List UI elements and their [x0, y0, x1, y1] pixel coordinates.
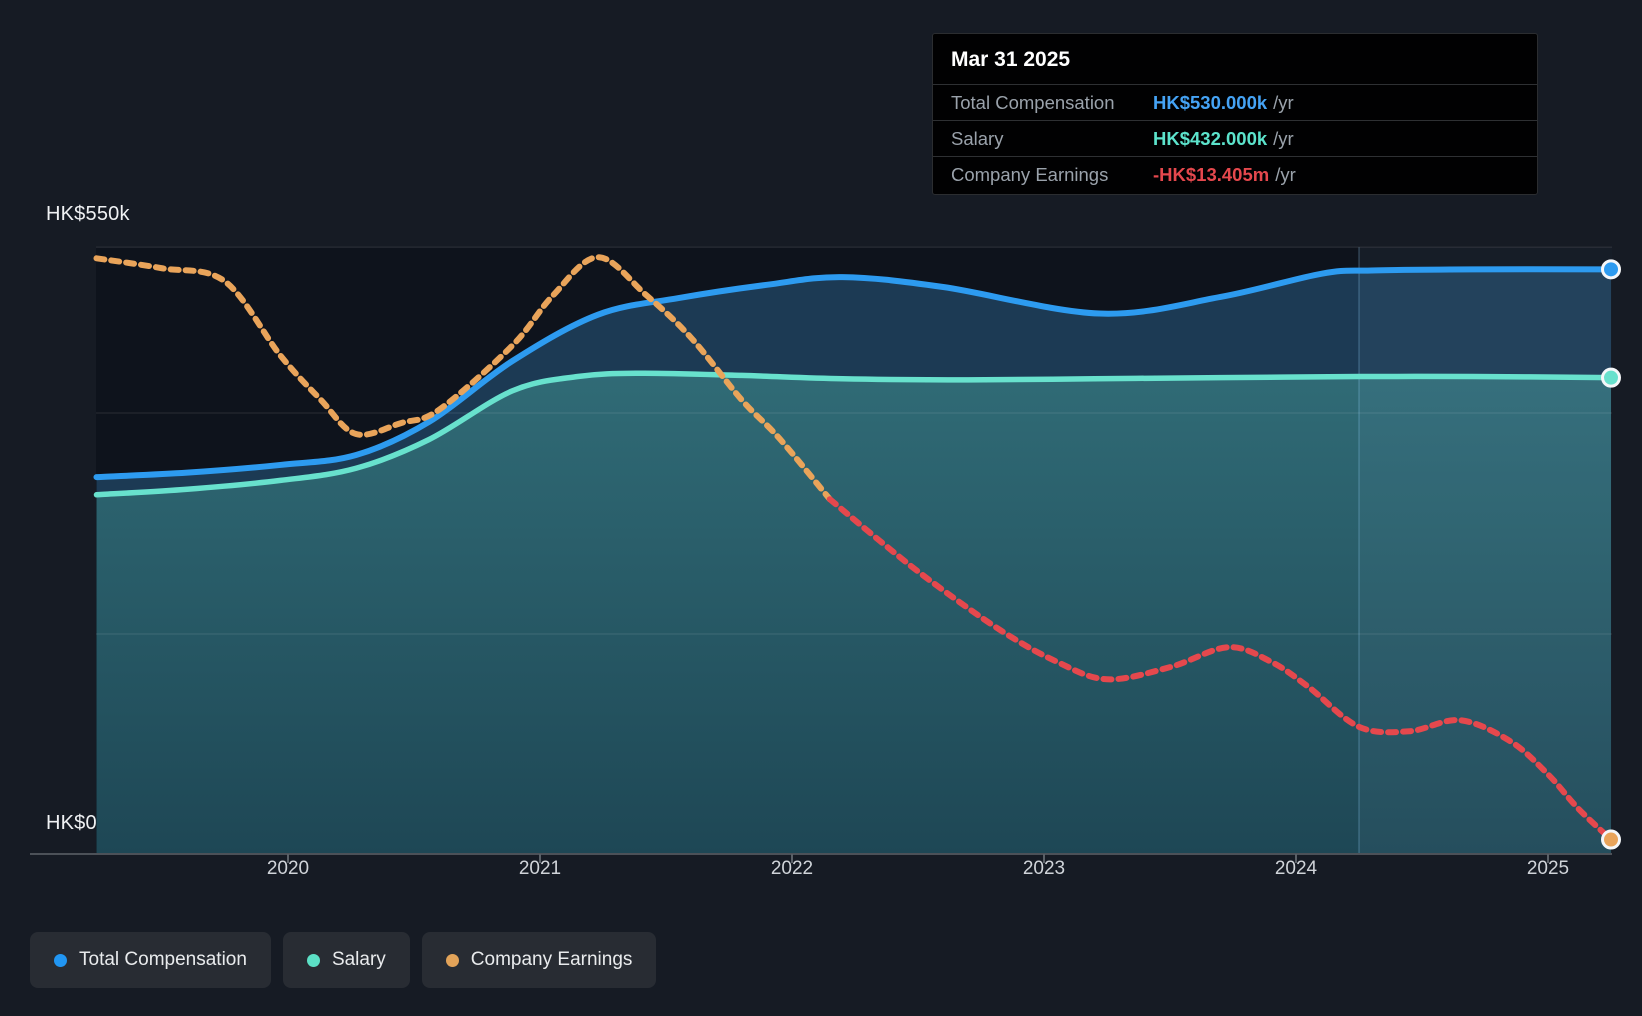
tooltip-row-label: Salary: [951, 127, 1004, 149]
legend-item-label: Company Earnings: [470, 949, 633, 970]
tooltip-row-unit: /yr: [1273, 127, 1294, 149]
tooltip-row: Salary HK$432.000k /yr: [933, 120, 1537, 156]
legend-item-label: Total Compensation: [79, 949, 247, 970]
series-end-marker: [1601, 829, 1621, 850]
tooltip-row-unit: /yr: [1275, 163, 1296, 185]
y-axis-zero-label: HK$0: [46, 812, 97, 834]
y-axis-max-label: HK$550k: [46, 203, 130, 225]
legend-color-dot-icon: [306, 953, 320, 967]
hover-tooltip: Mar 31 2025 Total Compensation HK$530.00…: [932, 33, 1538, 195]
tooltip-date: Mar 31 2025: [951, 48, 1071, 71]
legend-item-company-earnings[interactable]: Company Earnings: [421, 932, 657, 988]
tooltip-row-label: Total Compensation: [951, 91, 1115, 113]
tooltip-row-unit: /yr: [1273, 91, 1294, 113]
legend-item-total-compensation[interactable]: Total Compensation: [30, 932, 271, 988]
legend-item-salary[interactable]: Salary: [282, 932, 410, 988]
tooltip-row-value: HK$530.000k: [1153, 91, 1268, 113]
tooltip-row-label: Company Earnings: [951, 163, 1109, 185]
legend-color-dot-icon: [445, 953, 459, 967]
tooltip-row: Company Earnings -HK$13.405m /yr: [933, 156, 1537, 192]
company-earnings-line-negative: [826, 496, 1614, 843]
series-end-marker: [1601, 259, 1621, 280]
legend-item-label: Salary: [331, 949, 386, 970]
tooltip-rows: Total Compensation HK$530.000k /yr Salary…: [933, 84, 1537, 192]
tooltip-row-value: HK$432.000k: [1153, 127, 1268, 149]
company-earnings-line-positive: [93, 254, 833, 503]
series-end-marker: [1601, 367, 1621, 388]
tooltip-row-value: -HK$13.405m: [1153, 163, 1270, 185]
tooltip-row: Total Compensation HK$530.000k /yr: [933, 84, 1537, 120]
legend-color-dot-icon: [54, 953, 67, 967]
salary-line: [93, 370, 1614, 498]
legend: Total Compensation Salary Company Earnin…: [30, 932, 657, 988]
highlight-band: [1359, 247, 1612, 854]
salary-area: [96, 373, 1612, 854]
total-compensation-line: [93, 266, 1614, 481]
